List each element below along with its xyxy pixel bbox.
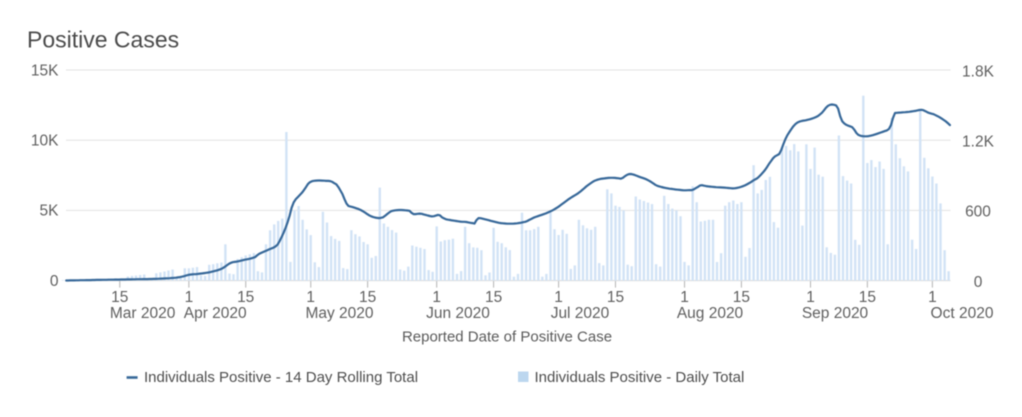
svg-text:1: 1 (554, 289, 563, 306)
svg-text:1: 1 (432, 289, 441, 306)
svg-text:0: 0 (974, 274, 983, 291)
svg-text:1: 1 (928, 289, 937, 306)
svg-text:15: 15 (359, 289, 376, 306)
svg-text:Jul 2020: Jul 2020 (551, 305, 610, 322)
svg-text:15: 15 (733, 289, 750, 306)
svg-text:15: 15 (111, 289, 128, 306)
svg-text:Apr 2020: Apr 2020 (184, 305, 247, 322)
svg-text:Sep 2020: Sep 2020 (802, 305, 869, 322)
svg-text:Jun 2020: Jun 2020 (426, 305, 490, 322)
svg-text:Positive Cases: Positive Cases (27, 27, 179, 53)
svg-text:1: 1 (806, 289, 815, 306)
svg-text:600: 600 (965, 204, 991, 221)
svg-text:1: 1 (185, 289, 194, 306)
svg-text:Reported Date of Positive Case: Reported Date of Positive Case (402, 329, 612, 346)
svg-text:1.8K: 1.8K (962, 63, 995, 80)
svg-text:May 2020: May 2020 (305, 305, 373, 322)
svg-text:15K: 15K (31, 62, 59, 79)
svg-text:1.2K: 1.2K (962, 134, 995, 151)
svg-text:5K: 5K (40, 203, 60, 220)
svg-text:Aug 2020: Aug 2020 (677, 305, 744, 322)
svg-text:0: 0 (50, 273, 59, 290)
svg-text:Oct 2020: Oct 2020 (931, 305, 994, 322)
svg-text:Individuals Positive - Daily T: Individuals Positive - Daily Total (535, 369, 745, 386)
svg-text:10K: 10K (31, 133, 59, 150)
svg-text:15: 15 (485, 289, 502, 306)
svg-text:1: 1 (680, 289, 689, 306)
svg-text:15: 15 (237, 289, 254, 306)
svg-text:1: 1 (306, 289, 315, 306)
svg-text:Individuals Positive - 14 Day: Individuals Positive - 14 Day Rolling To… (144, 369, 418, 386)
svg-text:15: 15 (607, 289, 624, 306)
svg-text:15: 15 (859, 289, 876, 306)
svg-text:Mar 2020: Mar 2020 (110, 305, 176, 322)
